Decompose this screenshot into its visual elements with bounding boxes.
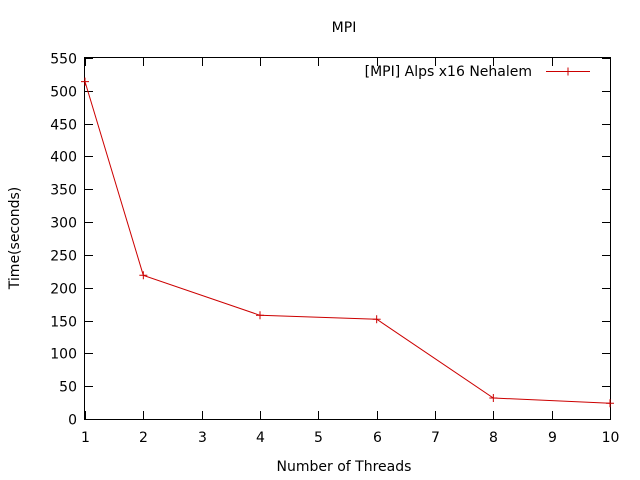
legend: [MPI] Alps x16 Nehalem	[365, 64, 590, 80]
y-tick-label: 50	[59, 380, 77, 396]
series-line	[84, 81, 611, 404]
x-tick-label: 10	[602, 430, 620, 446]
data-point-marker	[606, 399, 614, 408]
y-tick-label: 300	[50, 216, 77, 232]
data-point-marker	[81, 77, 89, 86]
x-tick-label: 3	[198, 430, 207, 446]
data-point-marker	[372, 315, 381, 324]
data-point-marker	[256, 311, 264, 320]
y-tick-label: 450	[50, 118, 77, 134]
y-axis-title: Time(seconds)	[7, 187, 23, 290]
x-tick-label: 1	[81, 430, 90, 446]
y-tick-label: 400	[50, 150, 77, 166]
x-tick-label: 5	[314, 430, 323, 446]
y-tick-label: 550	[50, 52, 77, 68]
data-point-marker	[139, 271, 148, 280]
legend-label: [MPI] Alps x16 Nehalem	[365, 64, 532, 80]
legend-marker	[564, 67, 572, 76]
y-tick-label: 250	[50, 249, 77, 265]
y-tick-label: 200	[50, 282, 77, 298]
x-tick-label: 6	[373, 430, 382, 446]
y-tick-label: 0	[68, 413, 77, 429]
y-tick-label: 500	[50, 85, 77, 101]
x-tick-label: 4	[256, 430, 265, 446]
series-layer	[81, 77, 614, 408]
x-tick-label: 2	[139, 430, 148, 446]
data-point-marker	[489, 393, 498, 402]
plot-frame	[84, 57, 611, 420]
y-tick-label: 350	[50, 183, 77, 199]
y-tick-label: 100	[50, 347, 77, 363]
x-axis-title: Number of Threads	[277, 459, 412, 475]
x-axis: 1 2 3 4 5 6 7 8 9 10	[81, 58, 619, 446]
x-tick-label: 9	[548, 430, 557, 446]
y-tick-label: 150	[50, 315, 77, 331]
chart-title: MPI	[332, 20, 357, 36]
y-axis: 0 50 100 150 200 250 300 350 400 450 500 550	[50, 52, 610, 429]
x-tick-label: 7	[431, 430, 440, 446]
x-tick-label: 8	[489, 430, 498, 446]
